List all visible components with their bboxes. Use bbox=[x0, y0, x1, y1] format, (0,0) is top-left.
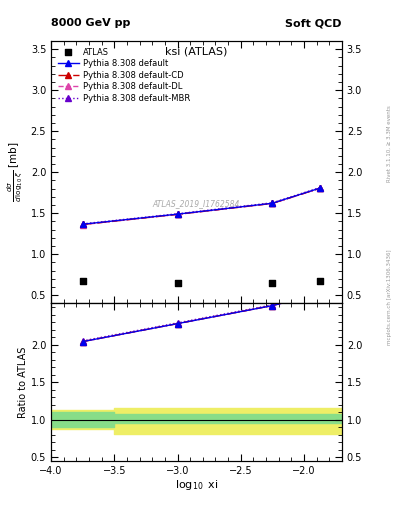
Pythia 8.308 default-CD bbox=[80, 221, 85, 227]
Text: ksi (ATLAS): ksi (ATLAS) bbox=[165, 46, 228, 56]
ATLAS bbox=[79, 278, 86, 286]
Line: Pythia 8.308 default-DL: Pythia 8.308 default-DL bbox=[80, 186, 323, 227]
Text: Soft QCD: Soft QCD bbox=[285, 18, 342, 28]
Pythia 8.308 default bbox=[318, 185, 322, 191]
ATLAS bbox=[174, 279, 181, 287]
Pythia 8.308 default-MBR bbox=[80, 221, 85, 227]
Y-axis label: Ratio to ATLAS: Ratio to ATLAS bbox=[18, 347, 28, 418]
Pythia 8.308 default-DL bbox=[80, 222, 85, 228]
Text: mcplots.cern.ch [arXiv:1306.3436]: mcplots.cern.ch [arXiv:1306.3436] bbox=[387, 249, 391, 345]
Y-axis label: $\frac{d\sigma}{d\,\log_{10}\,\xi}$ [mb]: $\frac{d\sigma}{d\,\log_{10}\,\xi}$ [mb] bbox=[6, 142, 25, 202]
Pythia 8.308 default bbox=[80, 221, 85, 227]
Pythia 8.308 default-DL bbox=[318, 185, 322, 191]
Pythia 8.308 default-CD bbox=[318, 185, 322, 191]
Pythia 8.308 default-MBR bbox=[318, 184, 322, 190]
Pythia 8.308 default bbox=[270, 200, 275, 206]
Legend: ATLAS, Pythia 8.308 default, Pythia 8.308 default-CD, Pythia 8.308 default-DL, P: ATLAS, Pythia 8.308 default, Pythia 8.30… bbox=[55, 45, 193, 105]
Pythia 8.308 default bbox=[175, 211, 180, 217]
Pythia 8.308 default-CD bbox=[175, 211, 180, 218]
Pythia 8.308 default-MBR bbox=[270, 200, 275, 206]
Pythia 8.308 default-MBR bbox=[175, 210, 180, 217]
Text: Rivet 3.1.10, ≥ 3.3M events: Rivet 3.1.10, ≥ 3.3M events bbox=[387, 105, 391, 182]
ATLAS bbox=[269, 280, 275, 288]
Text: ATLAS_2019_I1762584: ATLAS_2019_I1762584 bbox=[153, 199, 240, 208]
Line: Pythia 8.308 default-CD: Pythia 8.308 default-CD bbox=[80, 185, 323, 227]
Line: Pythia 8.308 default-MBR: Pythia 8.308 default-MBR bbox=[80, 185, 323, 227]
Text: 8000 GeV pp: 8000 GeV pp bbox=[51, 18, 130, 28]
ATLAS bbox=[317, 277, 323, 285]
X-axis label: $\log_{10}$ xi: $\log_{10}$ xi bbox=[175, 478, 218, 493]
Pythia 8.308 default-DL bbox=[270, 200, 275, 206]
Line: Pythia 8.308 default: Pythia 8.308 default bbox=[80, 185, 323, 227]
Pythia 8.308 default-CD bbox=[270, 200, 275, 206]
Pythia 8.308 default-DL bbox=[175, 211, 180, 218]
